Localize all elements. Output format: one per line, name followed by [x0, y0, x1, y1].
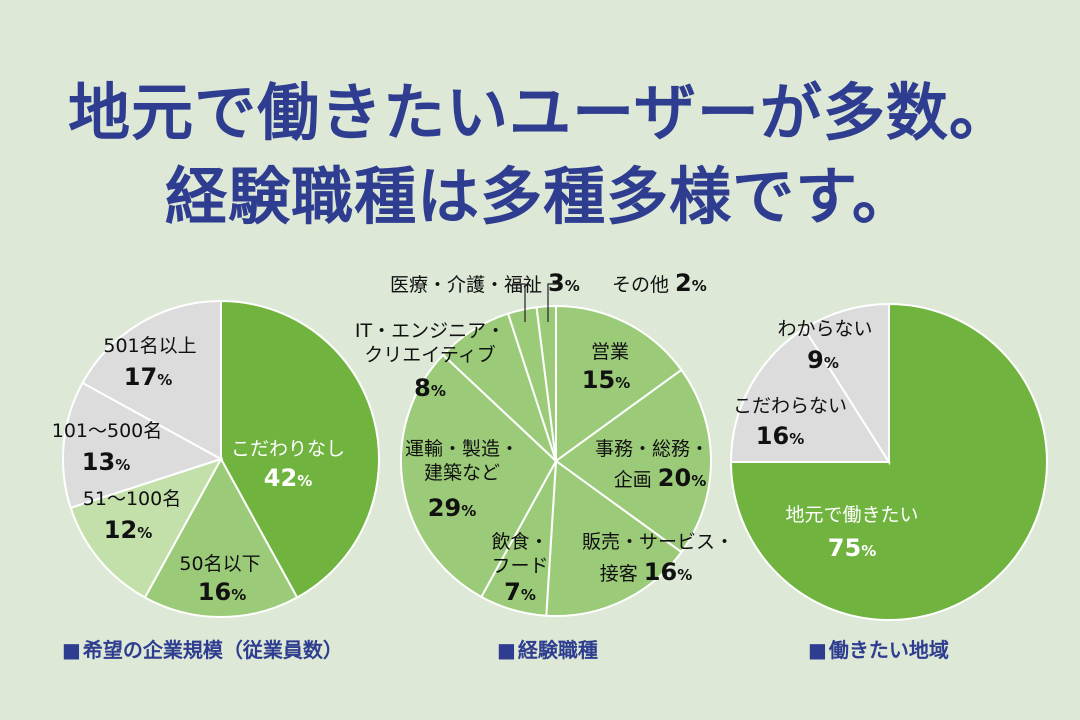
pie-2-label-line-5-1: 運輸・製造・: [405, 438, 519, 460]
pie-2-slice-8: [535, 304, 557, 462]
pie-2-slice-3: [545, 459, 683, 617]
pie-1-label-line-4-1: 101〜500名: [52, 420, 163, 442]
pie-1-value-2: 16%: [198, 578, 246, 606]
pie-2-label-3: 販売・サービス・接客 16%: [582, 531, 734, 586]
pie-3-label-line-2-1: こだわらない: [733, 395, 847, 417]
pie-2-value-4: 7%: [504, 578, 536, 606]
pie-1-label-2: 50名以下 16%: [179, 553, 260, 606]
pie-1-slice-2: [143, 456, 299, 619]
pie-1-value-1: 42%: [264, 464, 312, 492]
pie-2-value-5: 29%: [428, 494, 476, 522]
pie-1-value-3: 12%: [104, 516, 152, 544]
pie-2-label-line-6-2: クリエイティブ: [364, 343, 495, 366]
chart-title-company-size: 希望の企業規模（従業員数）: [62, 634, 343, 663]
pie-2-label-line-4-2: フード: [491, 555, 548, 577]
pie-2-label-line-6-1: IT・エンジニア・: [355, 320, 505, 342]
pie-chart-3: 地元で働きたい 75% こだわらない 16% わからない 9%: [729, 302, 1048, 621]
pie-2-label-line-3-1: 販売・サービス・: [582, 531, 734, 553]
pie-2-label-1: 営業 15%: [582, 341, 630, 394]
pie-2-leader-7: [512, 283, 526, 322]
pie-2-value-6: 8%: [414, 374, 446, 402]
pie-2-label-line-1-1: 営業: [591, 341, 629, 363]
pie-3-value-3: 9%: [807, 346, 839, 374]
pie-3-value-2: 16%: [756, 422, 804, 450]
pie-1-label-4: 101〜500名 13%: [52, 420, 163, 476]
pie-2-slice-5: [400, 353, 558, 599]
pie-2-label-7: 医療・介護・福祉 3%: [390, 269, 580, 322]
pie-2-value-1: 15%: [582, 366, 630, 394]
pie-3-value-1: 75%: [828, 534, 876, 562]
headline-line-1: 地元で働きたいユーザーが多数。: [68, 76, 1012, 149]
pie-1-label-line-2-1: 50名以下: [179, 553, 260, 575]
pie-2-value-2: 企画 20%: [614, 464, 706, 492]
pie-3-label-line-3-1: わからない: [777, 318, 872, 340]
pie-2-label-line-4-1: 飲食・: [491, 531, 548, 553]
pie-2-label-line-2-1: 事務・総務・: [595, 438, 709, 460]
chart-title-job-type: 経験職種: [497, 634, 598, 663]
pie-1-label-line-5-1: 501名以上: [103, 335, 196, 357]
pie-2-label-text-7: 医療・介護・福祉 3%: [390, 269, 580, 297]
pie-2-label-2: 事務・総務・企画 20%: [595, 438, 709, 492]
pie-1-slice-3: [69, 457, 224, 599]
pie-2-slice-2: [554, 368, 712, 554]
pie-3-label-1: 地元で働きたい 75%: [785, 504, 918, 562]
pie-2-label-5: 運輸・製造・建築など 29%: [405, 438, 519, 522]
pie-1-slice-4: [61, 381, 224, 510]
pie-2-label-6: IT・エンジニア・クリエイティブ 8%: [355, 320, 505, 402]
pie-1-slice-5: [81, 299, 222, 461]
pie-1-label-1: こだわりなし 42%: [231, 438, 345, 492]
pie-1-label-3: 51〜100名 12%: [83, 488, 181, 544]
pie-2-label-8: その他 2%: [547, 269, 707, 322]
pie-2-value-3: 接客 16%: [600, 558, 692, 586]
pie-2-label-line-5-2: 建築など: [424, 462, 500, 484]
pie-2-label-text-8: その他 2%: [612, 269, 707, 297]
pie-chart-1: こだわりなし 42% 50名以下 16% 51〜100名 12% 101〜500名 13% 50…: [52, 299, 380, 619]
pie-1-value-5: 17%: [124, 363, 172, 391]
pie-3-label-2: こだわらない 16%: [733, 395, 847, 450]
pie-2-slice-1: [555, 304, 683, 463]
pie-3-slice-2: [729, 327, 891, 463]
pie-2-leader-8: [547, 283, 560, 322]
chart-title-work-region: 働きたい地域: [808, 634, 949, 663]
headline-line-2: 経験職種は多種多様です。: [165, 160, 915, 233]
pie-1-label-line-3-1: 51〜100名: [83, 488, 181, 510]
pie-1-value-4: 13%: [82, 448, 130, 476]
pie-1-label-line-1-1: こだわりなし: [231, 438, 345, 460]
pie-3-label-line-1-1: 地元で働きたい: [785, 504, 918, 526]
pie-1-label-5: 501名以上 17%: [103, 335, 196, 391]
pie-1-slice-1: [220, 299, 380, 599]
pie-3-slice-3: [802, 302, 890, 466]
pie-3-label-3: わからない 9%: [777, 318, 872, 374]
